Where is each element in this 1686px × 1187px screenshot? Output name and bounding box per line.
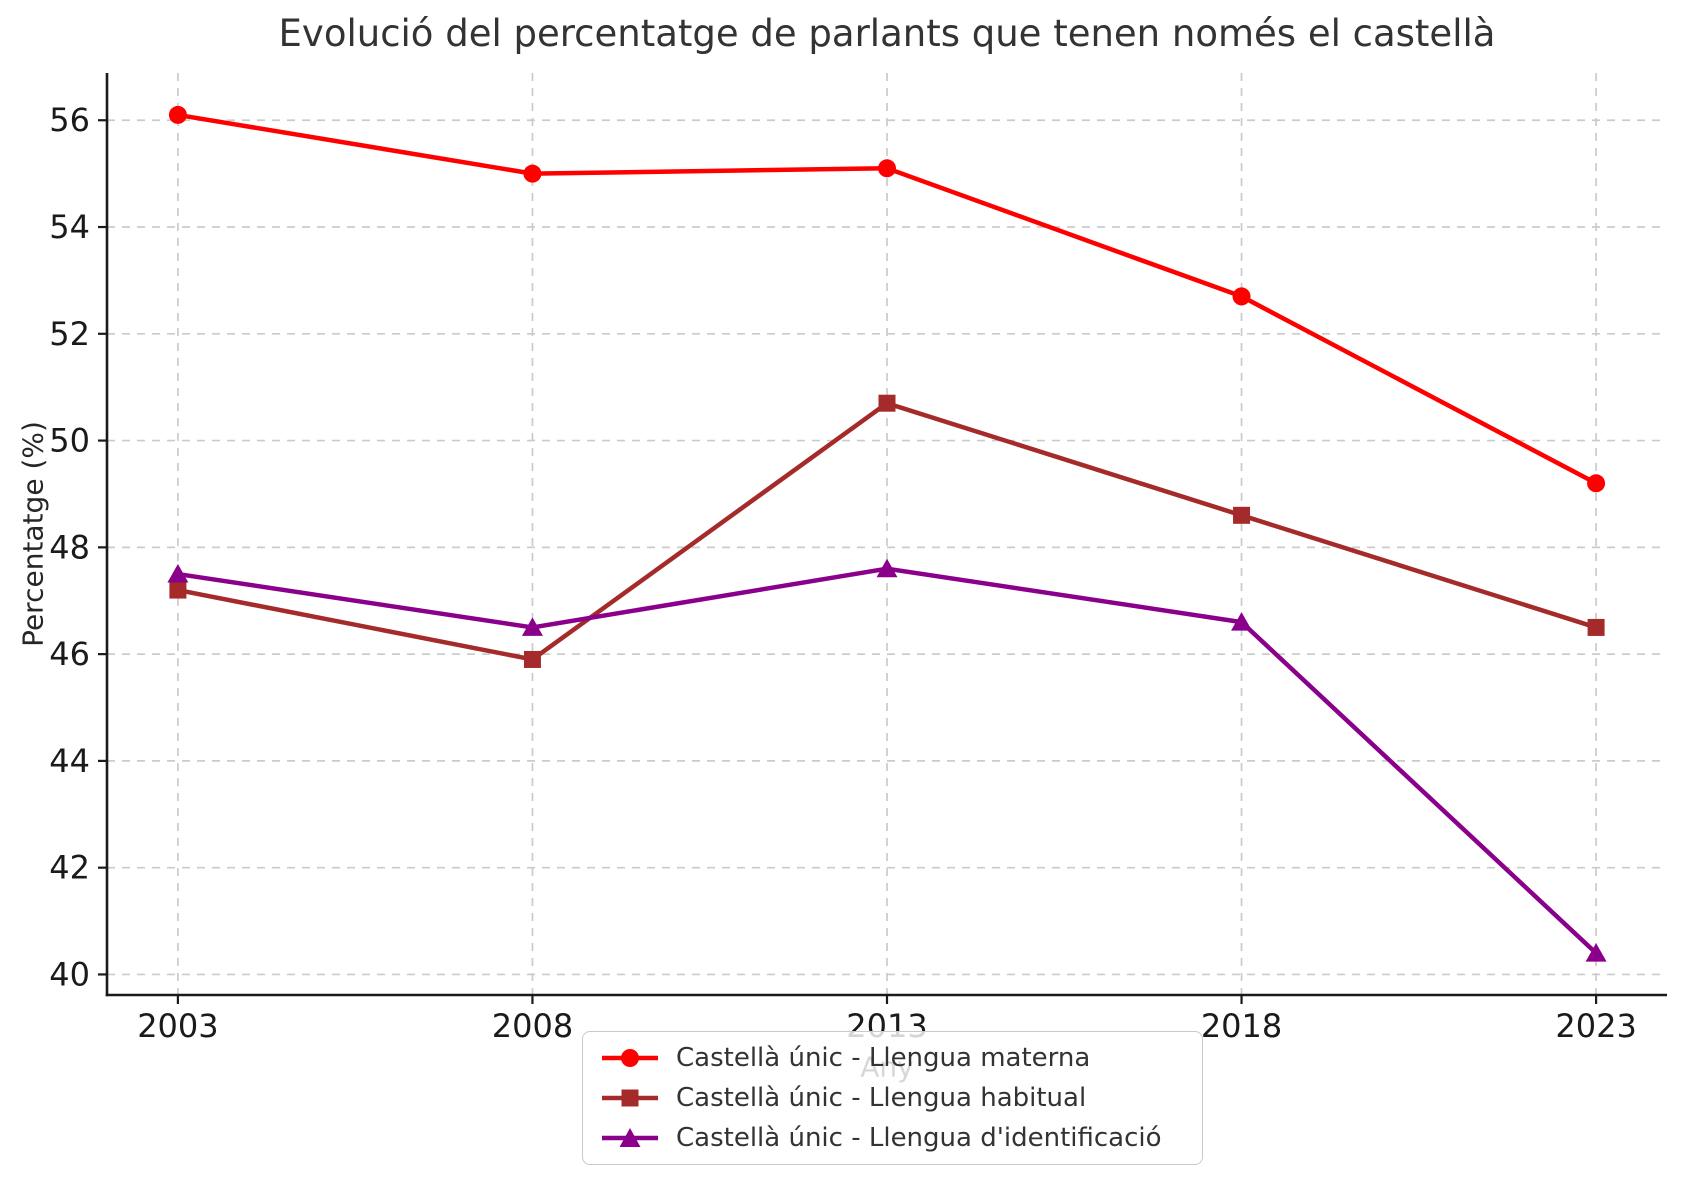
square-marker-icon (621, 1089, 639, 1107)
series-markers-2 (167, 558, 1607, 962)
x-tick-label: 2008 (492, 1007, 573, 1045)
y-tick-label: 50 (49, 422, 90, 460)
circle-marker-icon (621, 1049, 639, 1067)
x-tick-labels: 2003 2008 2013 2018 2023 (137, 1007, 1637, 1045)
y-tick-label: 44 (49, 742, 90, 780)
triangle-marker-icon (521, 617, 543, 636)
legend-line-square-icon (602, 1089, 658, 1107)
triangle-marker-icon (167, 564, 189, 583)
series-markers-1 (169, 394, 1605, 668)
square-marker-icon (1587, 618, 1605, 636)
circle-marker-icon (878, 159, 896, 178)
y-tick-label: 40 (49, 955, 90, 993)
legend-item-habitual: Castellà únic - Llengua habitual (599, 1083, 1186, 1113)
x-tick-label: 2018 (1201, 1007, 1282, 1045)
x-tick-label: 2003 (137, 1007, 218, 1045)
square-marker-icon (1233, 506, 1251, 524)
legend-line-triangle-icon (602, 1128, 658, 1147)
y-tick-labels: 40 42 44 46 48 50 52 54 56 (49, 101, 90, 993)
triangle-marker-icon (1231, 612, 1253, 631)
chart-title: Evolució del percentatge de parlants que… (278, 12, 1496, 55)
legend-label-habitual: Castellà únic - Llengua habitual (676, 1083, 1087, 1113)
y-tick-label: 48 (49, 528, 90, 566)
square-marker-icon (878, 394, 896, 412)
series-markers-0 (168, 105, 1606, 493)
y-tick-label: 54 (49, 208, 90, 246)
triangle-marker-icon (1585, 943, 1607, 962)
square-marker-icon (523, 650, 541, 668)
circle-marker-icon (1232, 287, 1251, 306)
legend-label-materna: Castellà únic - Llengua materna (676, 1043, 1091, 1073)
x-tick-label: 2023 (1555, 1007, 1636, 1045)
tick-marks (98, 119, 1598, 1004)
circle-marker-icon (1587, 474, 1606, 493)
y-tick-label: 46 (49, 635, 90, 673)
gridlines (107, 73, 1667, 995)
triangle-marker-icon (876, 558, 898, 578)
legend-label-identificacio: Castellà únic - Llengua d'identificació (676, 1123, 1162, 1153)
circle-marker-icon (168, 105, 187, 124)
square-marker-icon (169, 581, 187, 599)
legend-line-circle-icon (602, 1049, 658, 1067)
y-tick-label: 52 (49, 315, 90, 353)
y-tick-label: 56 (49, 101, 90, 139)
triangle-marker-icon (619, 1128, 641, 1147)
y-tick-label: 42 (49, 849, 90, 887)
y-axis-label: Percentatge (%) (16, 421, 50, 647)
legend: Castellà únic - Llengua materna Castellà… (582, 1031, 1203, 1165)
legend-item-materna: Castellà únic - Llengua materna (599, 1043, 1186, 1073)
series-line-1 (175, 400, 1599, 662)
legend-item-identificacio: Castellà únic - Llengua d'identificació (599, 1123, 1186, 1153)
circle-marker-icon (523, 164, 542, 183)
